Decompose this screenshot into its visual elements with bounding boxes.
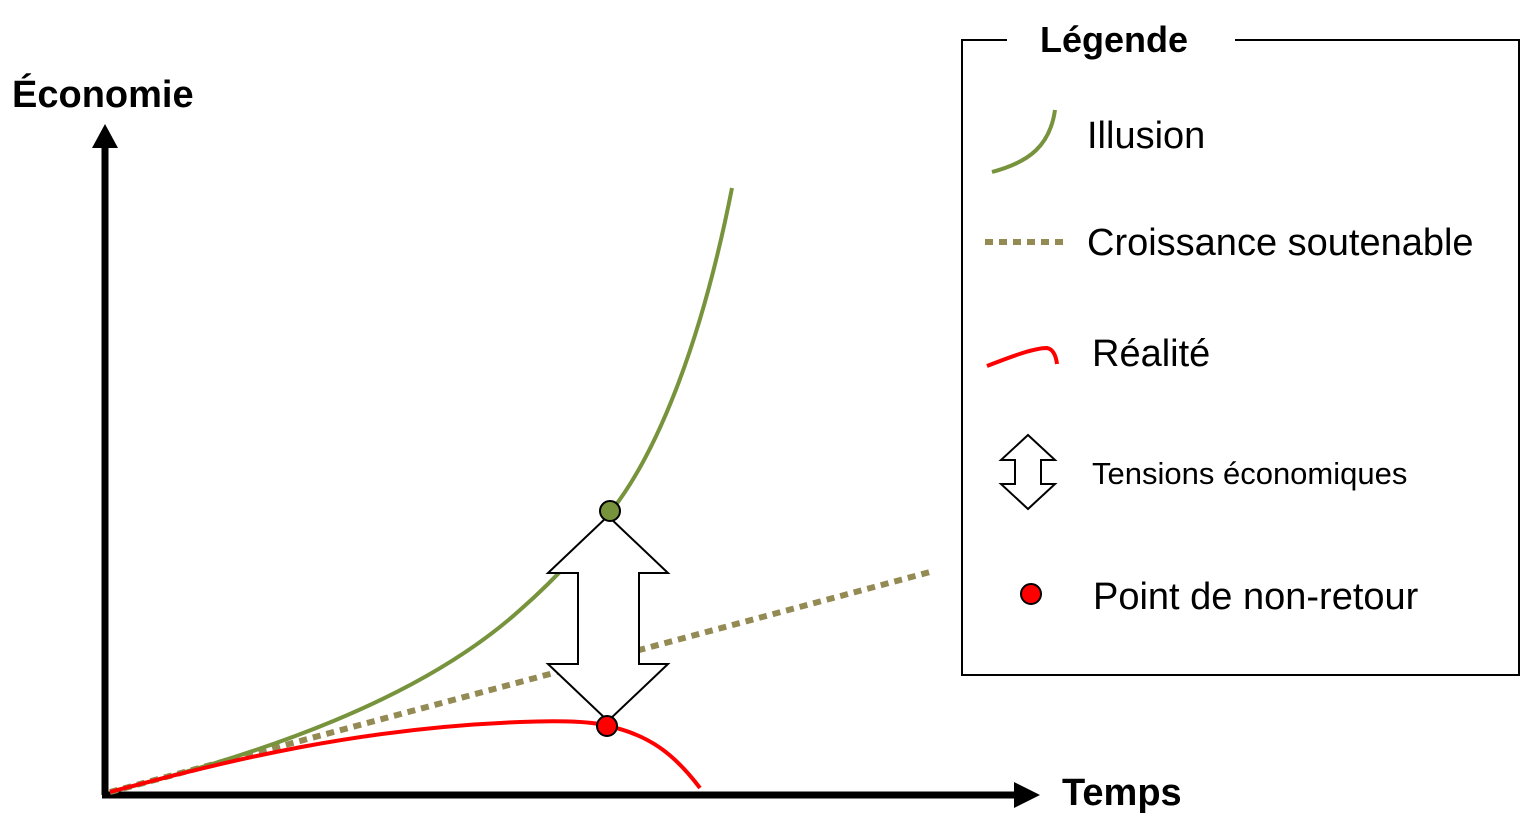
legend-frame	[961, 39, 1520, 676]
legend: Légende Illusion Croissance soutenable R…	[961, 19, 1520, 676]
legend-tensions-label: Tensions économiques	[1092, 456, 1407, 491]
realite-curve	[109, 719, 702, 794]
x-axis	[102, 782, 1040, 808]
y-axis-title: Économie	[12, 72, 194, 116]
tensions-economiques-arrow-icon	[545, 514, 671, 723]
legend-point-swatch-icon	[1020, 583, 1042, 605]
legend-illusion-swatch	[991, 109, 1057, 174]
legend-illusion-label: Illusion	[1087, 115, 1205, 157]
point-de-non-retour-marker-icon	[596, 715, 618, 737]
y-axis-arrowhead-icon	[92, 124, 118, 148]
illusion-point-marker-icon	[599, 500, 621, 522]
legend-title: Légende	[1040, 19, 1188, 60]
x-axis-arrowhead-icon	[1014, 782, 1040, 808]
illusion-curve	[109, 187, 734, 794]
legend-realite-swatch	[986, 345, 1059, 368]
x-axis-title: Temps	[1062, 772, 1182, 814]
legend-point-label: Point de non-retour	[1093, 576, 1419, 618]
croissance-soutenable-line	[109, 569, 931, 795]
legend-croissance-label: Croissance soutenable	[1087, 222, 1474, 264]
y-axis	[92, 124, 118, 795]
legend-tensions-swatch-icon	[998, 433, 1058, 511]
legend-realite-label: Réalité	[1092, 333, 1210, 375]
